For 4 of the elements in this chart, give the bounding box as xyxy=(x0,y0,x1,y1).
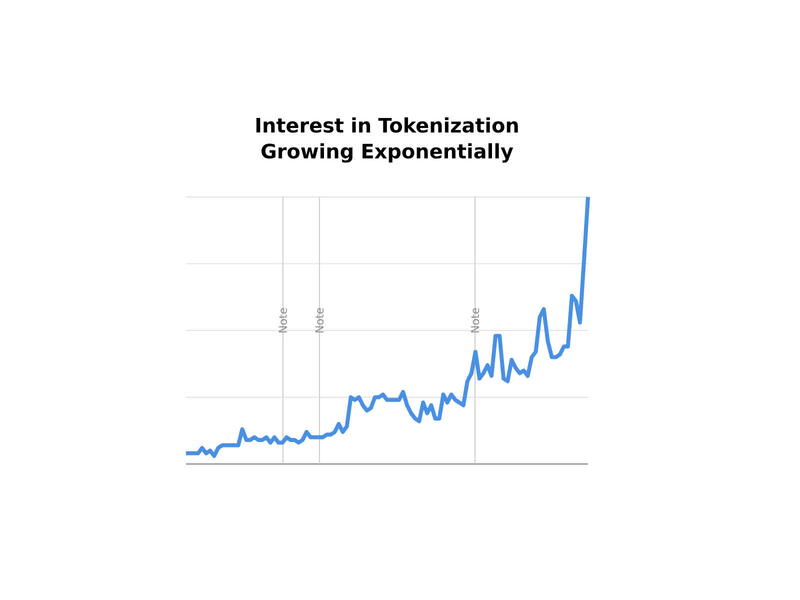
chart-title: Interest in Tokenization Growing Exponentially xyxy=(256,117,518,163)
annotation: Note xyxy=(278,308,287,332)
annotation: Note xyxy=(470,308,480,332)
annotation: Note xyxy=(315,308,324,332)
